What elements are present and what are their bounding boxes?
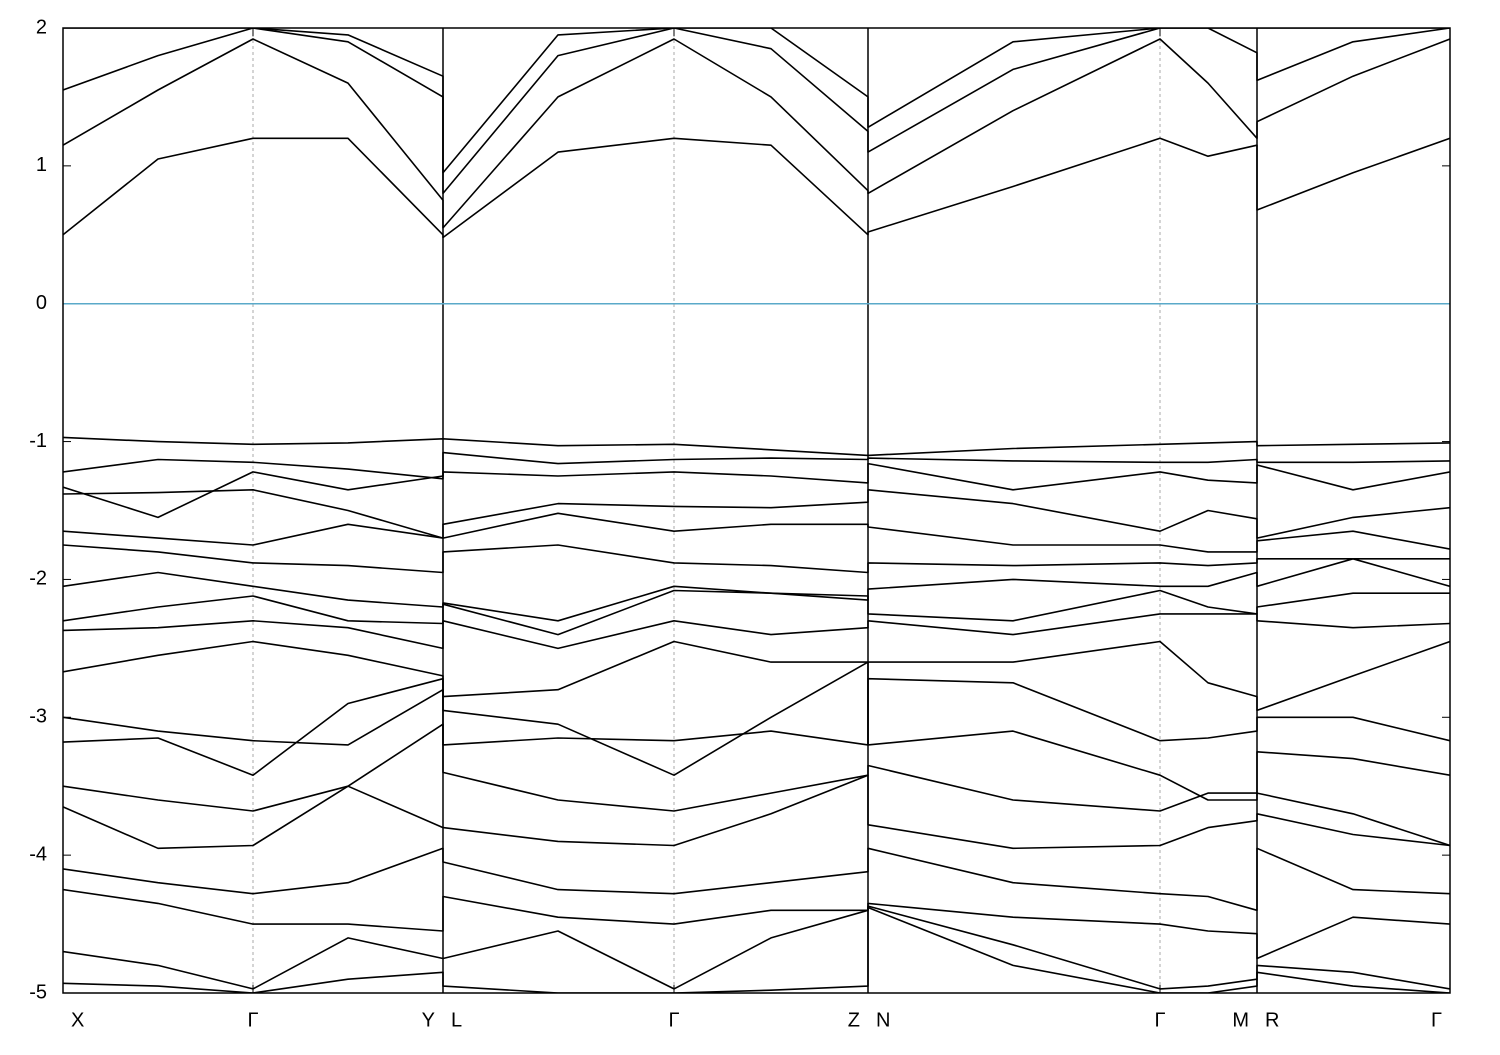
- y-tick-label: 2: [36, 16, 47, 38]
- plot-frame: [62, 27, 1451, 994]
- band-line: [63, 677, 1450, 746]
- y-tick-label: -3: [29, 706, 47, 728]
- band-line: [63, 888, 1450, 960]
- band-line: [63, 28, 1450, 174]
- band-line: [63, 640, 1450, 712]
- x-tick-label: M: [1232, 1009, 1249, 1031]
- band-line: [63, 436, 1450, 457]
- x-tick-label: X: [71, 1009, 84, 1031]
- band-line: [63, 774, 1450, 850]
- band-line: [63, 544, 1450, 574]
- band-line: [63, 723, 1450, 847]
- x-tick-label: Γ: [1154, 1009, 1165, 1031]
- y-tick-label: 0: [36, 292, 47, 314]
- x-tick-label: Γ: [668, 1009, 679, 1031]
- band-line: [63, 489, 1450, 539]
- band-line: [63, 906, 1450, 993]
- band-line: [63, 462, 1450, 519]
- x-tick-label: N: [876, 1009, 890, 1031]
- band-line: [63, 451, 1450, 480]
- band-line: [63, 38, 1450, 229]
- x-tick-label: Y: [422, 1009, 435, 1031]
- band-line: [63, 613, 1450, 650]
- x-tick-label: R: [1265, 1009, 1279, 1031]
- y-tick-label: -4: [29, 843, 47, 865]
- band-line: [63, 137, 1450, 239]
- band-line: [63, 847, 1450, 912]
- band-line: [63, 28, 1450, 195]
- x-tick-label: Γ: [1431, 1009, 1442, 1031]
- x-tick-label: Z: [848, 1009, 860, 1031]
- y-tick-label: -5: [29, 981, 47, 1003]
- band-line: [63, 661, 1450, 801]
- band-line: [63, 589, 1450, 636]
- band-line: [63, 558, 1450, 622]
- band-line: [63, 512, 1450, 553]
- x-tick-label: Γ: [247, 1009, 258, 1031]
- x-tick-label: L: [451, 1009, 462, 1031]
- y-tick-label: 1: [36, 154, 47, 176]
- y-tick-label: -1: [29, 430, 47, 452]
- bands: [63, 28, 1450, 993]
- y-tick-label: -2: [29, 568, 47, 590]
